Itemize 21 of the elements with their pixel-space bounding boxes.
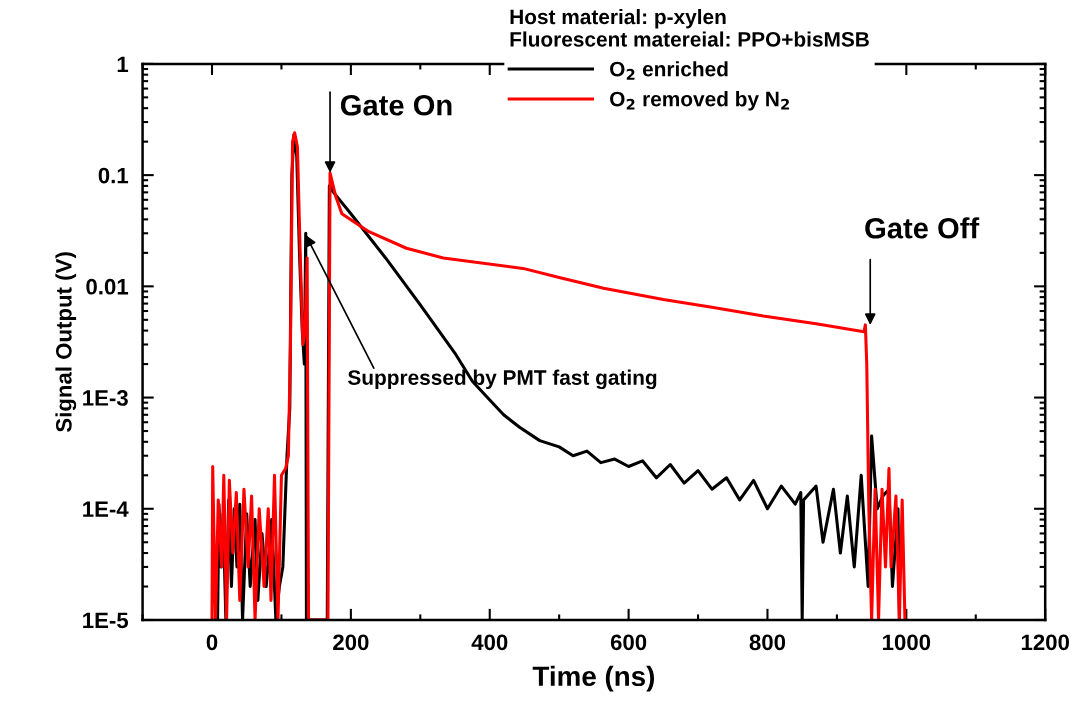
x-tick-label: 400 bbox=[471, 634, 508, 651]
annotation: Gate Off bbox=[865, 217, 980, 239]
y-tick-label: 1E-5 bbox=[83, 612, 129, 629]
y-tick-label: 0.1 bbox=[98, 167, 129, 184]
x-tick-label: 800 bbox=[749, 634, 786, 651]
legend-label: O$_{2}$ enriched bbox=[610, 61, 728, 80]
x-tick-label: 1000 bbox=[883, 634, 931, 651]
x-axis-title: Time (ns) bbox=[532, 665, 654, 692]
x-tick-label: 200 bbox=[333, 634, 369, 651]
annotation: Gate On bbox=[340, 94, 452, 116]
y-tick-label: 1 bbox=[117, 56, 129, 72]
y-tick-label: 0.01 bbox=[86, 278, 129, 295]
y-tick-label: 1E-4 bbox=[83, 501, 129, 517]
x-tick-label: 1200 bbox=[1021, 634, 1070, 651]
x-tick-label: 600 bbox=[610, 634, 647, 651]
annotation: Suppressed by PMT fast gating bbox=[348, 369, 657, 390]
legend-label: O$_{2}$ removed by N$_{2}$ bbox=[610, 91, 789, 111]
x-tick-label: 0 bbox=[206, 634, 218, 651]
legend-title: Host material: p-xylen Fluorescent matereial: PPO+bisMSB bbox=[510, 8, 869, 47]
y-tick-label: 1E-3 bbox=[83, 390, 128, 406]
y-axis-title: Signal Output (V) bbox=[55, 252, 77, 433]
